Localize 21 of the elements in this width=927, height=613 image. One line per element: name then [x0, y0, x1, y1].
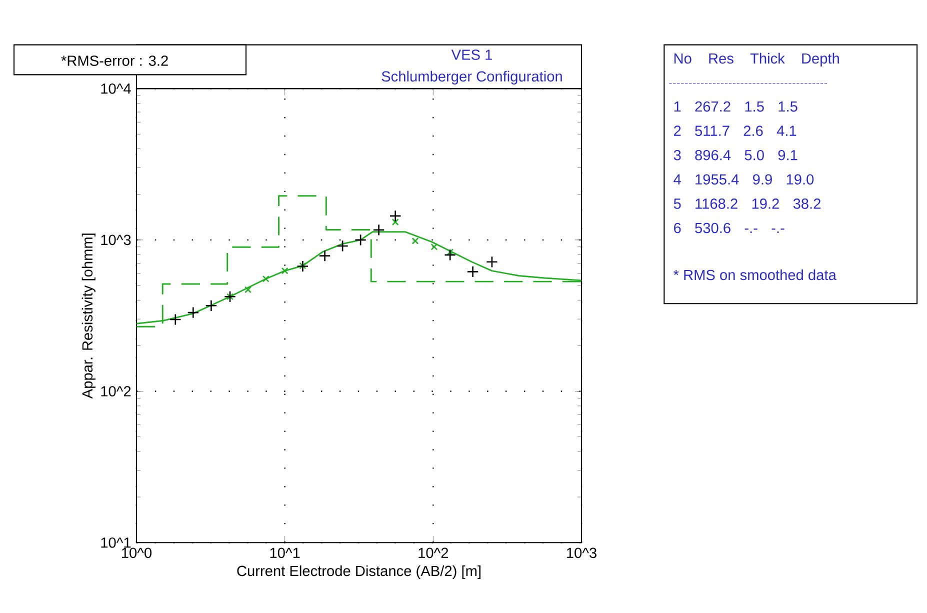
x-tick-label: 10^1 — [270, 548, 300, 558]
y-tick-label: 10^1 — [101, 537, 131, 548]
y-axis-title: Appar. Resistivity [ohmm] — [82, 233, 96, 398]
text: 6 530.6 -.- -.- — [674, 222, 784, 234]
y-tick-label: 10^2 — [101, 386, 131, 396]
y-tick-label: 10^3 — [101, 234, 131, 245]
text: 3 896.4 5.0 9.1 — [674, 150, 798, 160]
x-tick-label: 10^2 — [418, 548, 448, 558]
text: No Res Thick Depth — [674, 52, 839, 66]
x-axis-title: Current Electrode Distance (AB/2) [m] — [237, 565, 480, 579]
text: *RMS-error : 3.2 — [61, 55, 168, 66]
text: 4 1955.4 9.9 19.0 — [674, 174, 814, 184]
x-tick-label: 10^0 — [122, 548, 152, 558]
text: * RMS on smoothed data — [674, 269, 836, 280]
x-tick-label: 10^3 — [567, 548, 596, 558]
chart-subtitle: Schlumberger Configuration — [382, 70, 562, 84]
text: 5 1168.2 19.2 38.2 — [674, 198, 820, 209]
text: 2 511.7 2.6 4.1 — [674, 126, 796, 136]
chart-title: VES 1 — [451, 49, 492, 60]
text: 1 267.2 1.5 1.5 — [674, 101, 798, 112]
y-tick-label: 10^4 — [101, 83, 131, 94]
